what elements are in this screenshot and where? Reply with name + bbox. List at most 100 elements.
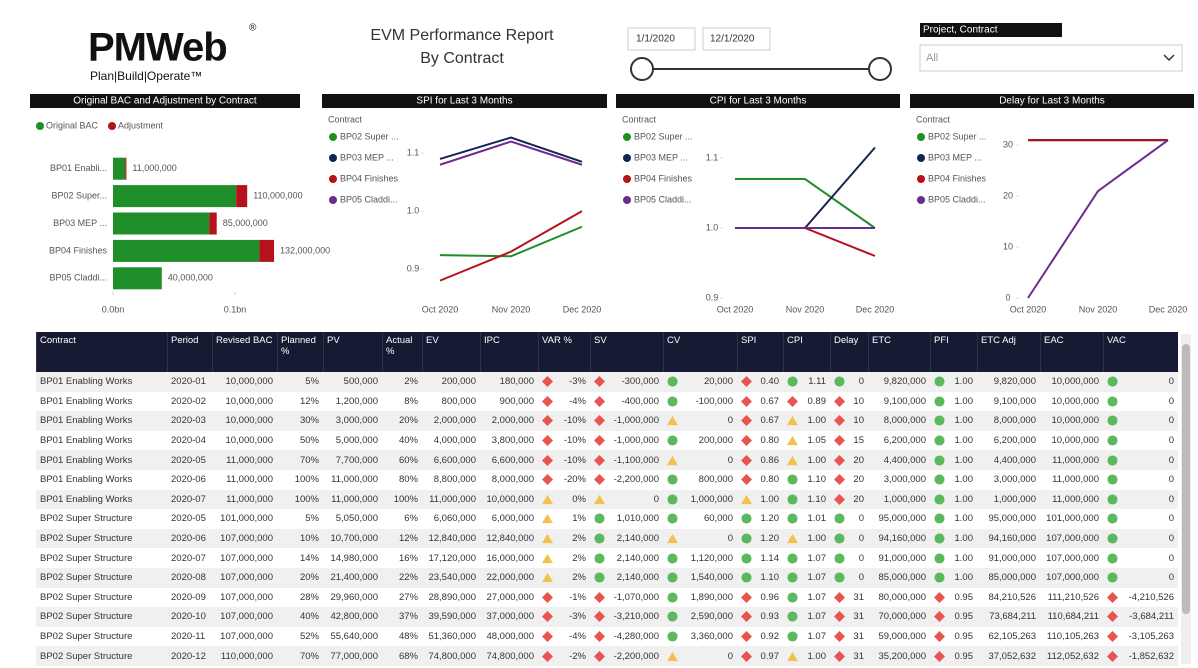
- status-icon: [594, 611, 605, 623]
- table-cell: BP01 Enabling Works: [36, 455, 167, 466]
- data-label: 110,000,000: [253, 190, 302, 200]
- cell-value: 74,800,000: [428, 650, 476, 662]
- bar-segment: [113, 157, 126, 180]
- status-shape: [934, 650, 945, 662]
- table-cell: 1.01: [783, 513, 830, 524]
- column-header[interactable]: EAC: [1040, 332, 1103, 372]
- table-cell: 8,000,000: [480, 474, 538, 485]
- cell-value: 21,400,000: [330, 572, 378, 584]
- column-header[interactable]: Contract: [36, 332, 167, 372]
- table-row: BP01 Enabling Works 2020-01 10,000,000 5% 50…: [36, 372, 1178, 392]
- table-cell: 107,000,000: [1040, 572, 1103, 583]
- column-header[interactable]: IPC: [480, 332, 538, 372]
- column-header[interactable]: PFI: [930, 332, 977, 372]
- status-shape: [741, 415, 752, 427]
- status-icon: [667, 474, 678, 485]
- table-cell: 9,820,000: [977, 376, 1040, 387]
- cell-value: 6,600,000: [433, 454, 476, 466]
- cell-value: 0: [727, 415, 733, 427]
- cell-value: 51,360,000: [428, 631, 476, 643]
- column-header[interactable]: SV: [590, 332, 663, 372]
- table-cell: BP01 Enabling Works: [36, 474, 167, 485]
- column-header[interactable]: Actual %: [382, 332, 422, 372]
- column-header[interactable]: ETC Adj: [977, 332, 1040, 372]
- cell-value: 180,000: [499, 376, 534, 388]
- column-header[interactable]: EV: [422, 332, 480, 372]
- column-header[interactable]: CPI: [783, 332, 830, 372]
- table-cell: 6%: [382, 513, 422, 524]
- legend-marker: [917, 154, 925, 162]
- table-cell: 50%: [277, 435, 323, 446]
- cell-value: 1,120,000: [690, 552, 733, 564]
- status-shape: [787, 553, 798, 564]
- table-cell: 6,600,000: [480, 455, 538, 466]
- cell-value: 0: [727, 454, 733, 466]
- column-header[interactable]: ETC: [868, 332, 930, 372]
- slider-handle[interactable]: [868, 57, 892, 81]
- x-tick-label: Dec 2020: [1149, 304, 1188, 314]
- status-icon: [741, 553, 752, 564]
- table-cell: BP02 Super Structure: [36, 651, 167, 662]
- table-cell: 0: [830, 553, 868, 564]
- column-header[interactable]: Revised BAC: [212, 332, 277, 372]
- column-header[interactable]: CV: [663, 332, 737, 372]
- status-icon: [1107, 591, 1118, 603]
- logo-registered: ®: [249, 23, 257, 34]
- cell-value: 3,000,000: [993, 474, 1036, 486]
- column-header[interactable]: PV: [323, 332, 382, 372]
- table-cell: 6,060,000: [422, 513, 480, 524]
- column-header[interactable]: VAC: [1103, 332, 1178, 372]
- series-line: [439, 136, 583, 163]
- status-icon: [834, 631, 845, 643]
- status-shape: [542, 573, 553, 583]
- scroll-thumb[interactable]: [1182, 344, 1190, 614]
- status-icon: [667, 592, 678, 603]
- status-icon: [594, 631, 605, 643]
- cell-value: -10%: [563, 454, 586, 466]
- status-icon: [834, 454, 845, 466]
- status-shape: [834, 376, 845, 387]
- cell-value: 95,000,000: [878, 513, 926, 525]
- table-cell: 2020-07: [167, 494, 212, 505]
- status-icon: [834, 513, 845, 524]
- column-header[interactable]: Delay: [830, 332, 868, 372]
- status-shape: [934, 455, 945, 466]
- date-end-box[interactable]: [702, 27, 771, 51]
- cell-value: 1.14: [760, 552, 780, 564]
- status-icon: [934, 455, 945, 466]
- slicer-dropdown[interactable]: [919, 44, 1183, 72]
- date-start-box[interactable]: [627, 27, 696, 51]
- status-icon: [741, 572, 752, 583]
- table-cell: BP01 Enabling Works: [36, 435, 167, 446]
- cell-value: 1.00: [954, 572, 974, 584]
- cell-value: 1.11: [808, 376, 826, 388]
- cell-value: 0.96: [760, 591, 780, 603]
- column-header[interactable]: VAR %: [538, 332, 590, 372]
- column-header[interactable]: Period: [167, 332, 212, 372]
- cell-value: -4%: [569, 631, 586, 643]
- status-shape: [594, 376, 605, 388]
- chart-title: CPI for Last 3 Months: [710, 96, 807, 107]
- column-header[interactable]: SPI: [737, 332, 783, 372]
- cell-value: 0.93: [760, 611, 780, 623]
- status-icon: [934, 611, 945, 623]
- cell-value: 1%: [572, 513, 586, 525]
- status-shape: [542, 514, 553, 524]
- table-cell: 12%: [277, 396, 323, 407]
- table-cell: 1,540,000: [663, 572, 737, 583]
- status-icon: [741, 650, 752, 662]
- table-cell: 1.07: [783, 572, 830, 583]
- cell-value: 2020-07: [171, 493, 206, 505]
- slider-handle[interactable]: [630, 57, 654, 81]
- column-header[interactable]: Planned %: [277, 332, 323, 372]
- status-shape: [1107, 474, 1118, 485]
- y-tick-label: BP01 Enabli...: [50, 163, 107, 173]
- cell-value: 0.80: [760, 435, 780, 447]
- cell-value: 107,000,000: [1046, 572, 1099, 584]
- cell-value: 0: [858, 572, 864, 584]
- cell-value: 2020-07: [171, 552, 206, 564]
- status-icon: [934, 474, 945, 485]
- status-shape: [787, 494, 798, 505]
- table-cell: 20,000: [663, 376, 737, 387]
- report-title: EVM Performance Report: [370, 27, 554, 44]
